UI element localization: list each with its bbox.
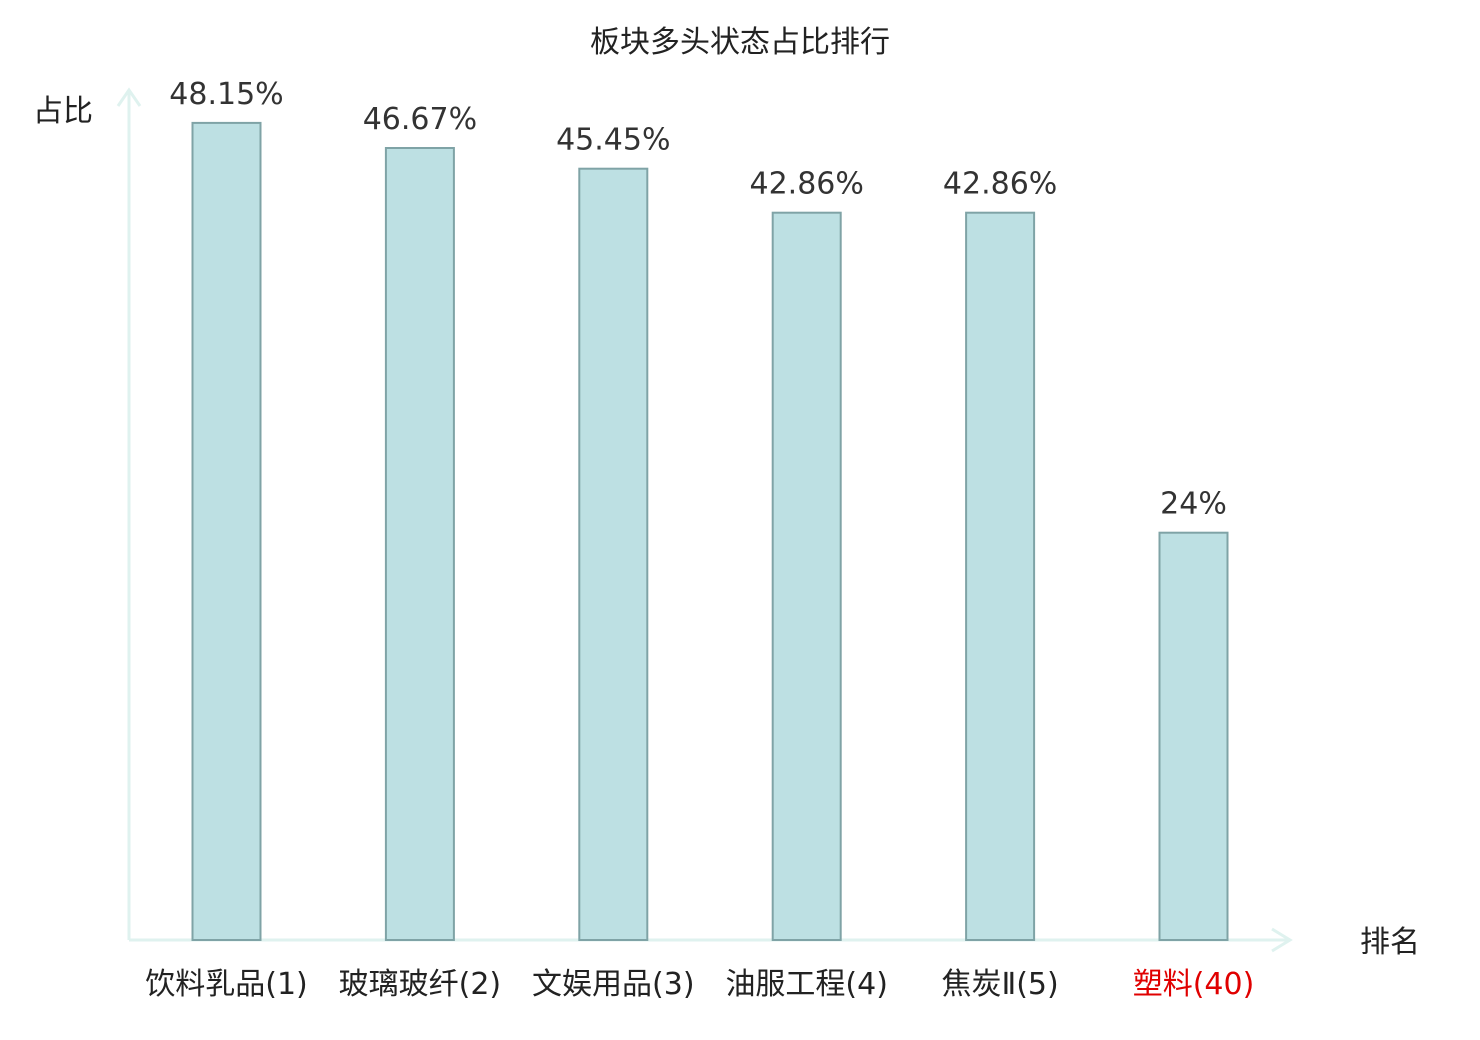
category-label-2: 文娱用品(3): [532, 967, 695, 1002]
bar-2: [578, 167, 649, 941]
category-label-1: 玻璃玻纤(2): [339, 967, 502, 1002]
bar-4: [965, 211, 1036, 941]
bar-3: [771, 211, 842, 941]
x-axis: [129, 927, 1293, 953]
value-label-4: 42.86%: [943, 167, 1057, 202]
chart-title: 板块多头状态占比排行: [590, 25, 890, 60]
bar-5: [1158, 531, 1229, 941]
category-label-3: 油服工程(4): [725, 967, 888, 1002]
y-axis: [116, 87, 142, 940]
value-label-1: 46.67%: [363, 102, 477, 137]
value-label-3: 42.86%: [750, 167, 864, 202]
category-label-4: 焦炭Ⅱ(5): [941, 967, 1058, 1002]
category-label-0: 饮料乳品(1): [145, 967, 308, 1002]
value-label-2: 45.45%: [556, 123, 670, 158]
bar-1: [384, 147, 455, 941]
x-axis-label: 排名: [1360, 925, 1420, 960]
value-label-5: 24%: [1160, 487, 1227, 522]
category-labels-group: 饮料乳品(1) 玻璃玻纤(2) 文娱用品(3) 油服工程(4) 焦炭Ⅱ(5) 塑料(40): [145, 967, 1254, 1002]
value-labels-group: 48.15% 46.67% 45.45% 42.86% 42.86% 24%: [169, 77, 1227, 522]
bars-group: [191, 121, 1229, 941]
bar-0: [191, 121, 262, 941]
value-label-0: 48.15%: [169, 77, 283, 112]
category-label-5: 塑料(40): [1133, 967, 1255, 1002]
y-axis-label: 占比: [33, 94, 93, 129]
